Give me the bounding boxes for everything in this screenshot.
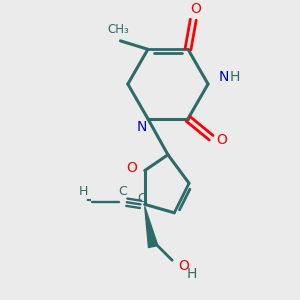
Text: O: O xyxy=(216,133,227,147)
Text: H: H xyxy=(187,267,197,281)
Text: C: C xyxy=(118,185,127,198)
Text: N: N xyxy=(219,70,229,84)
Text: O: O xyxy=(190,2,201,16)
Text: O: O xyxy=(178,259,189,273)
Text: H: H xyxy=(229,70,239,84)
Polygon shape xyxy=(145,206,158,247)
Text: O: O xyxy=(127,161,137,176)
Text: N: N xyxy=(136,120,147,134)
Text: C: C xyxy=(137,191,146,205)
Text: CH₃: CH₃ xyxy=(107,23,129,36)
Text: H: H xyxy=(79,185,88,198)
